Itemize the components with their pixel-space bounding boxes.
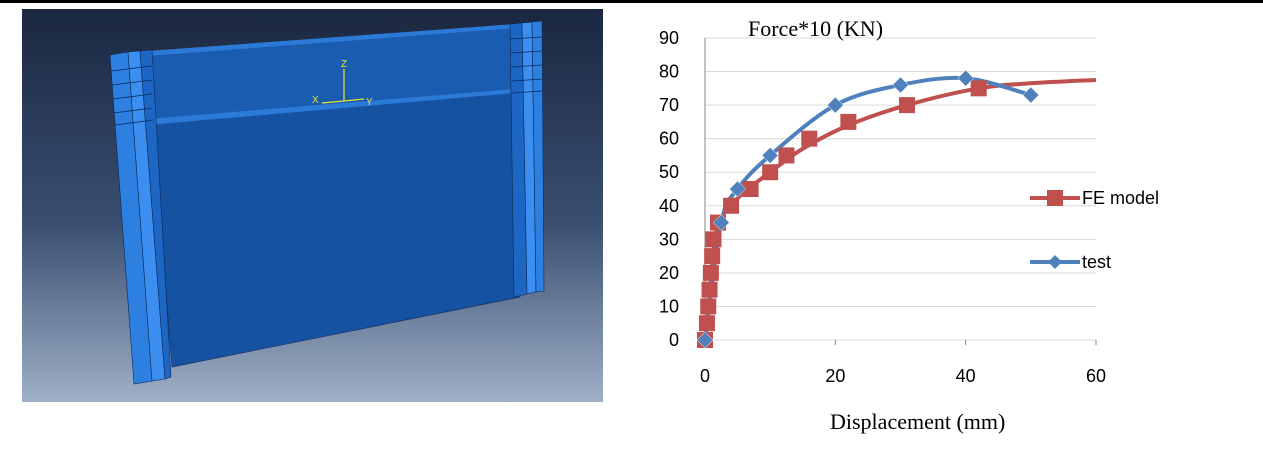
right-stiffener-outer <box>531 20 545 293</box>
y-tick-label-2: 20 <box>659 263 679 283</box>
series-1-marker-4 <box>826 96 844 114</box>
series-0-marker-13 <box>840 113 857 130</box>
x-tick-label-3: 60 <box>1086 366 1106 386</box>
series-0-marker-3 <box>701 281 718 298</box>
series-0-marker-2 <box>700 298 717 315</box>
y-tick-label-5: 50 <box>659 162 679 182</box>
fe-model-render: Z X Y <box>22 9 603 402</box>
legend-marker-0 <box>1047 190 1063 206</box>
series-1-marker-3 <box>761 147 779 164</box>
x-tick-label-2: 40 <box>956 366 976 386</box>
series-0-marker-4 <box>702 264 719 281</box>
y-tick-label-0: 0 <box>669 330 679 350</box>
series-1-marker-1 <box>712 214 730 231</box>
series-0-marker-6 <box>705 231 722 248</box>
series-1-marker-0 <box>696 331 714 349</box>
left-stiffener-inner <box>139 49 172 380</box>
series-0-marker-12 <box>801 130 818 147</box>
legend-marker-1 <box>1048 255 1062 269</box>
axis-x-label: X <box>312 95 319 106</box>
y-axis-title: Force*10 (KN) <box>748 16 883 41</box>
y-tick-label-1: 10 <box>659 296 679 316</box>
y-tick-label-8: 80 <box>659 62 679 82</box>
y-tick-label-3: 30 <box>659 229 679 249</box>
y-tick-label-4: 40 <box>659 196 679 216</box>
series-0-marker-8 <box>723 197 740 214</box>
force-displacement-chart: 0 10 20 30 40 50 60 70 80 90 0 20 40 60 FE model test … <box>620 8 1260 452</box>
legend-label-1: test <box>1082 252 1111 272</box>
left-stiffener-ribs <box>110 65 154 126</box>
series-0-marker-10 <box>762 164 779 181</box>
x-tick-label-0: 0 <box>700 366 710 386</box>
series-1-marker-7 <box>1022 86 1040 104</box>
series-1-marker-5 <box>892 76 909 94</box>
axis-y-label: Y <box>366 97 373 108</box>
axis-triad: Z X Y <box>312 59 373 108</box>
series-layer <box>696 69 1097 349</box>
right-stiffener-ribs <box>509 36 544 94</box>
series-line-0 <box>703 77 1097 341</box>
series-0-marker-11 <box>778 147 795 164</box>
x-tick-label-1: 20 <box>825 366 845 386</box>
axis-layer: 0 10 20 30 40 50 60 70 80 90 0 20 40 60 <box>659 28 1106 386</box>
top-edge <box>147 24 516 56</box>
legend-layer: FE model test <box>1030 188 1159 272</box>
fe-model-viewport: Z X Y <box>22 9 603 402</box>
series-0-marker-1 <box>698 315 715 332</box>
series-0-marker-15 <box>970 80 987 97</box>
series-0-marker-14 <box>899 97 916 114</box>
series-1-marker-6 <box>957 69 975 87</box>
series-1-marker-2 <box>729 180 746 198</box>
axis-z-label: Z <box>341 59 347 70</box>
grid-layer <box>705 37 1096 341</box>
top-flange-lip <box>147 89 515 125</box>
y-tick-label-6: 60 <box>659 129 679 149</box>
series-0-marker-5 <box>704 248 721 265</box>
top-rule <box>0 0 1263 3</box>
y-tick-label-9: 90 <box>659 28 679 48</box>
legend-label-0: FE model <box>1082 188 1159 208</box>
y-tick-label-7: 70 <box>659 95 679 115</box>
x-axis-title: Displacement (mm) <box>830 409 1005 434</box>
series-0-marker-9 <box>742 181 759 197</box>
